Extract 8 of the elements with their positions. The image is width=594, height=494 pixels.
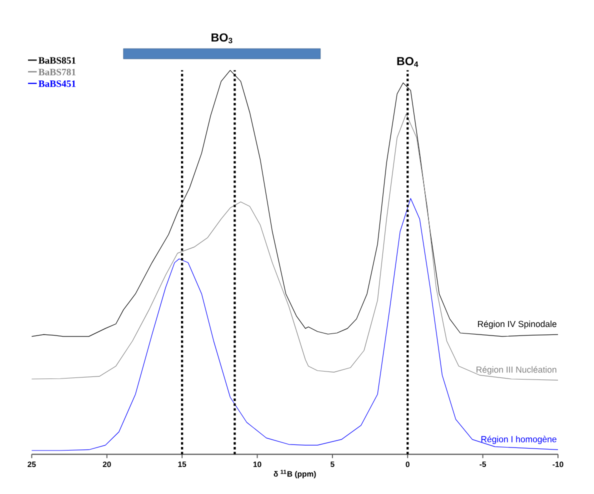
annotation: Région III Nucléation [476,366,556,374]
ref-line-label: BO$_{4}$ [397,56,418,67]
annotation: Région I homogène [481,436,556,444]
annotation: Région IV Spinodale [478,320,556,329]
legend-label: BaBS851 [38,57,76,64]
text: BO$_{3}$ [212,33,232,44]
legend-label: BaBS781 [38,68,76,76]
legend-label: BaBS451 [38,80,76,87]
